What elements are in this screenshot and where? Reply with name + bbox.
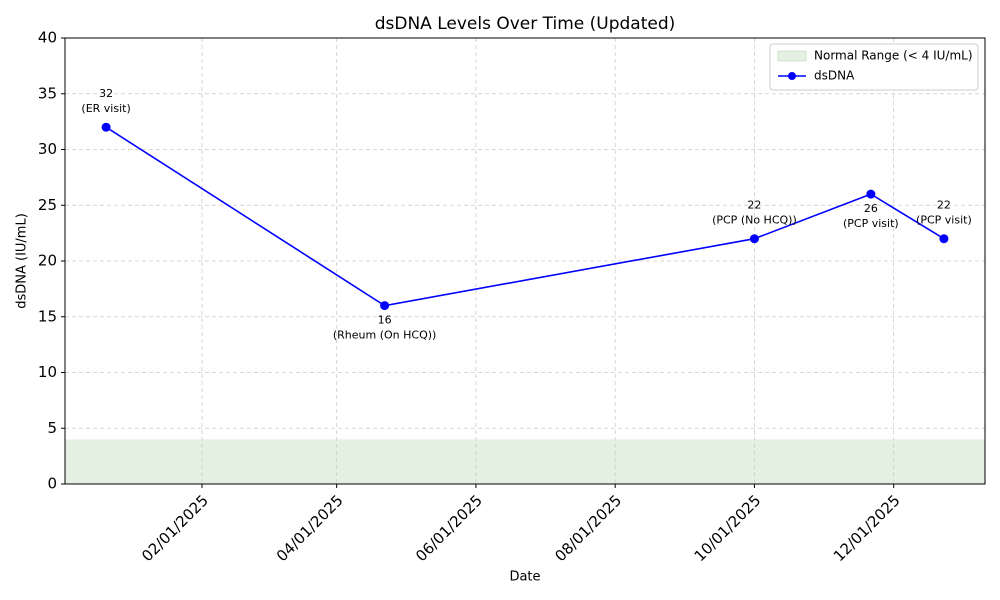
y-tick-label: 15 bbox=[38, 307, 57, 325]
y-tick-label: 25 bbox=[38, 196, 57, 214]
data-point bbox=[749, 234, 759, 244]
chart-title: dsDNA Levels Over Time (Updated) bbox=[375, 14, 676, 34]
y-tick-label: 35 bbox=[38, 84, 57, 102]
legend-box bbox=[769, 43, 979, 91]
x-tick-label: 10/01/2025 bbox=[691, 491, 765, 565]
y-tick-label: 30 bbox=[38, 140, 57, 158]
annotation: (ER visit) bbox=[81, 102, 130, 115]
data-line bbox=[105, 126, 945, 307]
x-tick-label: 04/01/2025 bbox=[273, 491, 347, 565]
data-point bbox=[866, 189, 876, 199]
data-label: 26 bbox=[864, 202, 878, 215]
annotation: (Rheum (On HCQ)) bbox=[333, 329, 436, 342]
annotation: (PCP visit) bbox=[916, 214, 972, 227]
data-label: 32 bbox=[99, 87, 113, 100]
data-label: 22 bbox=[937, 199, 951, 212]
plot-frame bbox=[64, 37, 986, 485]
data-label: 22 bbox=[747, 199, 761, 212]
data-point bbox=[101, 122, 111, 132]
data-label: 16 bbox=[378, 314, 392, 327]
x-tick-label: 02/01/2025 bbox=[138, 491, 212, 565]
y-tick-label: 10 bbox=[38, 363, 57, 381]
y-tick-label: 5 bbox=[47, 419, 57, 437]
x-tick-label: 06/01/2025 bbox=[412, 491, 486, 565]
annotation: (PCP (No HCQ)) bbox=[712, 214, 797, 227]
data-point bbox=[939, 234, 949, 244]
legend-label: Normal Range (< 4 IU/mL) bbox=[814, 49, 973, 63]
y-tick-label: 0 bbox=[47, 475, 57, 493]
y-tick-label: 40 bbox=[38, 29, 57, 47]
annotation: (PCP visit) bbox=[843, 217, 899, 230]
legend-swatch bbox=[777, 50, 807, 62]
legend-marker bbox=[788, 72, 796, 80]
x-tick-label: 08/01/2025 bbox=[551, 491, 625, 565]
data-point bbox=[380, 301, 390, 311]
y-tick-label: 20 bbox=[38, 252, 57, 270]
y-axis-label: dsDNA (IU/mL) bbox=[15, 213, 30, 309]
x-tick-label: 12/01/2025 bbox=[830, 491, 904, 565]
legend-label: dsDNA bbox=[814, 69, 855, 83]
normal-range-band bbox=[65, 439, 985, 484]
x-axis-label: Date bbox=[509, 570, 540, 585]
